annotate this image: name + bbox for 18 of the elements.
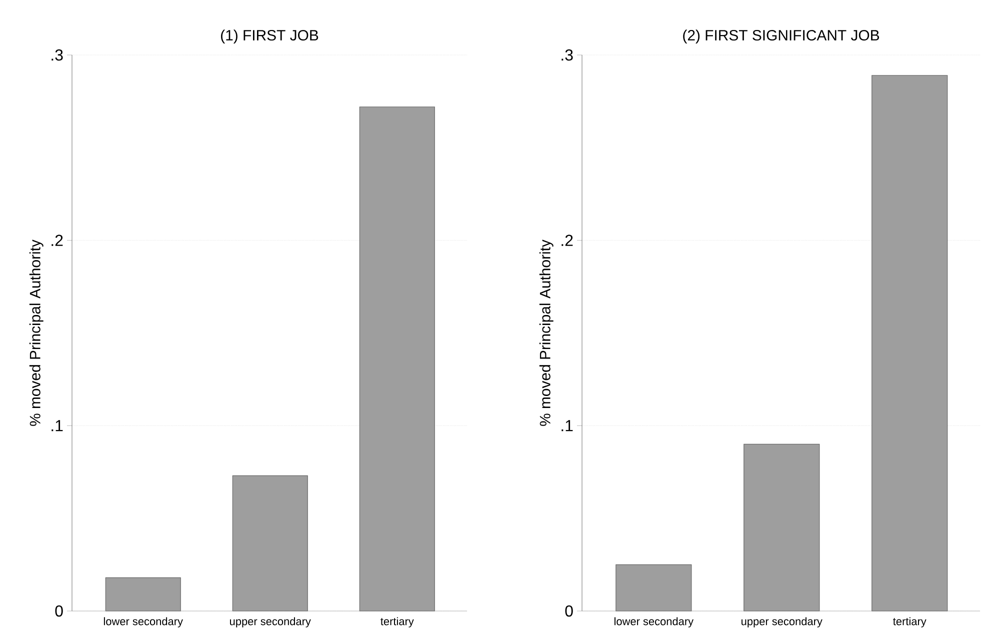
y-tick-label: 0 [565,605,573,617]
chart-title: (1) FIRST JOB [221,30,318,44]
y-tick-label: .1 [562,420,573,432]
chart-title: (2) FIRST SIGNIFICANT JOB [683,30,880,44]
x-tick-label: tertiary [893,617,926,628]
y-axis-title: % moved Principal Authority [539,240,554,426]
y-tick-label: .3 [52,49,63,61]
y-tick-label: .1 [52,420,63,432]
x-tick-label: lower secondary [104,617,183,628]
y-tick-label: 0 [55,605,63,617]
y-tick-label: .3 [562,49,573,61]
x-tick-label: upper secondary [742,617,822,628]
x-tick-label: upper secondary [230,617,311,628]
y-axis-title: % moved Principal Authority [29,240,44,426]
y-tick-label: .2 [52,234,63,246]
y-tick-label: .2 [562,234,573,246]
x-tick-label: tertiary [380,617,414,628]
x-tick-label: lower secondary [614,617,694,628]
